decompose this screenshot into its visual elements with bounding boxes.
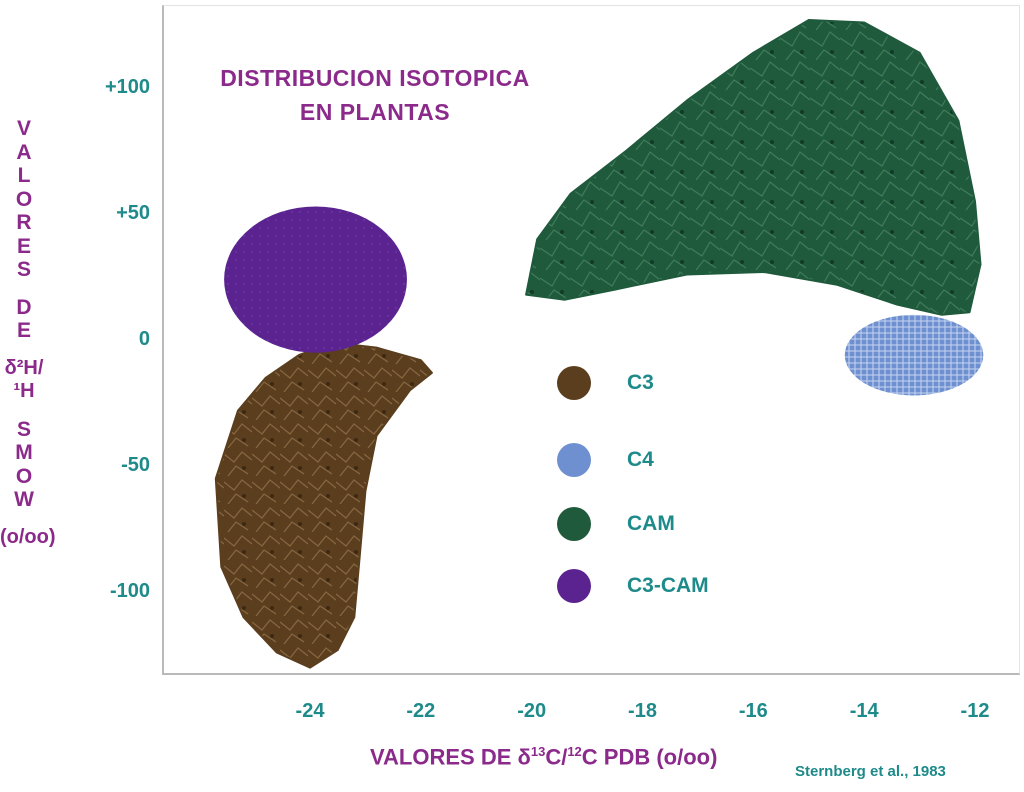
legend-item: C3-CAM [557, 569, 709, 603]
region-c3 [214, 341, 433, 669]
y-axis-label-line: W [14, 488, 34, 511]
legend-label: C3-CAM [627, 574, 709, 597]
y-axis-label-line: O [15, 187, 33, 211]
y-tick-label: +50 [116, 202, 150, 224]
chart-title-line-1: DISTRIBUCION ISOTOPICA [220, 65, 530, 91]
y-tick-label: -100 [109, 580, 150, 602]
source-citation: Sternberg et al., 1983 [795, 763, 946, 780]
x-tick-label: -22 [406, 700, 436, 722]
legend-item: CAM [557, 507, 675, 541]
plot-frame [162, 5, 1020, 675]
y-axis-label-line: O [15, 464, 33, 488]
legend-swatch [557, 443, 591, 477]
x-tick-label: -20 [517, 700, 547, 722]
legend-label: CAM [627, 512, 675, 535]
legend-swatch [557, 569, 591, 603]
y-axis-label-line: δ²H/¹H [4, 356, 44, 403]
x-tick-label: -16 [738, 700, 768, 722]
region-c3-cam [224, 206, 407, 353]
x-tick-label: -14 [849, 700, 879, 722]
y-axis-label-line: S [16, 417, 31, 441]
y-axis-label-line: S [16, 258, 31, 281]
legend-item: C4 [557, 443, 654, 477]
legend-label: C4 [627, 448, 654, 471]
chart-title-line-2: EN PLANTAS [299, 99, 451, 125]
y-axis-label-line: A [16, 140, 32, 164]
y-axis-label-line: (o/oo) [0, 525, 56, 548]
y-tick-label: -50 [121, 454, 150, 476]
region-cam [525, 19, 982, 316]
y-axis-label-line: M [15, 441, 33, 464]
y-axis-label-line: R [16, 211, 32, 234]
y-tick-label: 0 [138, 328, 150, 350]
x-tick-label: -24 [295, 700, 325, 722]
x-axis-label: VALORES DE δ13C/12C PDB (o/oo) [370, 744, 718, 770]
y-axis-label-line: E [16, 319, 31, 342]
x-tick-label: -18 [628, 700, 657, 722]
x-tick-label: -12 [960, 700, 990, 722]
y-tick-label: +100 [104, 76, 150, 98]
y-axis-label-line: L [17, 164, 31, 187]
region-c4 [844, 314, 984, 396]
legend-swatch [557, 507, 591, 541]
y-axis-label: V A L O R E S D E δ²H/¹H S M O W (o/oo) [0, 117, 56, 549]
y-axis-label-line: E [16, 234, 31, 258]
y-axis-label-line: V [16, 117, 31, 140]
y-axis-label-line: D [16, 295, 32, 319]
legend-swatch [557, 366, 591, 400]
legend-label: C3 [627, 371, 654, 394]
legend-item: C3 [557, 366, 654, 400]
